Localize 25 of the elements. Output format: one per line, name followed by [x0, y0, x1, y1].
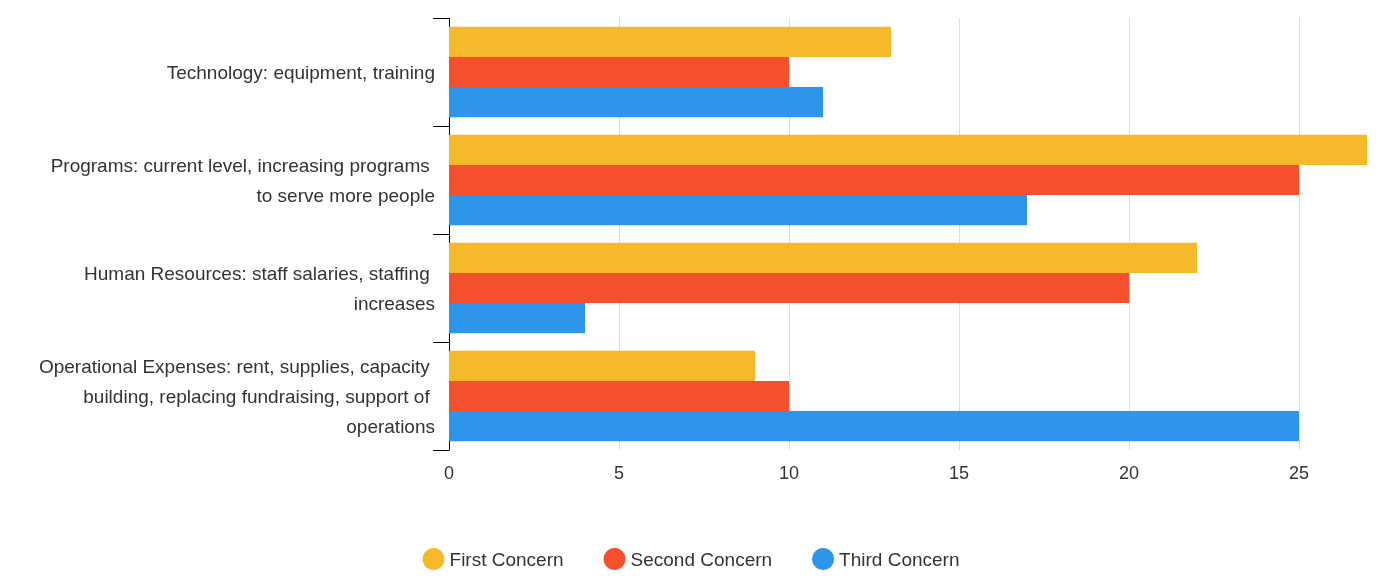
- legend-label: Second Concern: [630, 548, 773, 570]
- bar: [449, 411, 1299, 442]
- y-tick-label: Human Resources: staff salaries, staffing increases: [84, 262, 435, 314]
- y-tick-label: Programs: current level, increasing programs to serve more people: [50, 154, 435, 206]
- x-tick-label: 25: [1288, 463, 1310, 483]
- bar: [449, 56, 789, 88]
- x-tick-label: 5: [613, 463, 625, 483]
- legend-label: Third Concern: [839, 548, 960, 570]
- x-tick-label: 20: [1118, 463, 1140, 483]
- bar: [449, 380, 789, 412]
- bar: [449, 303, 585, 334]
- bar: [449, 242, 1197, 273]
- bar: [449, 134, 1367, 165]
- bar: [449, 26, 891, 57]
- y-tick-label: Technology: equipment, training: [166, 61, 435, 83]
- bar: [449, 350, 755, 381]
- y-tick-label: Operational Expenses: rent, supplies, capacity building, replacing fundraising, support of operations: [38, 355, 435, 437]
- legend-label: First Concern: [449, 548, 564, 570]
- bar: [449, 164, 1299, 196]
- x-tick-label: 15: [948, 463, 970, 483]
- bar: [449, 87, 823, 118]
- bar: [449, 272, 1129, 304]
- x-tick-label: 10: [778, 463, 800, 483]
- x-tick-label: 0: [443, 463, 455, 483]
- bar: [449, 195, 1027, 226]
